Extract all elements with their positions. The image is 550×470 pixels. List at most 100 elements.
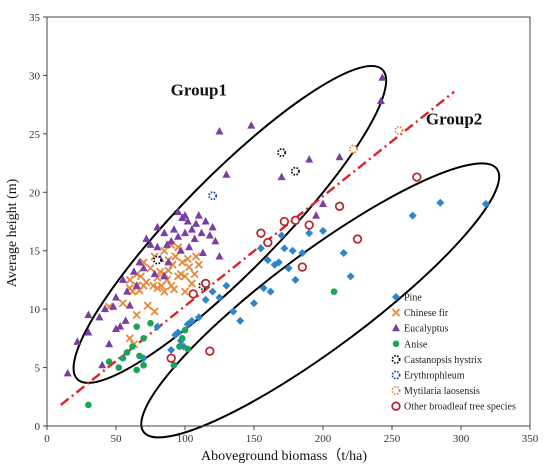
- data-point: [190, 269, 199, 279]
- data-point: [140, 361, 147, 369]
- data-point: [284, 264, 293, 273]
- group-ellipse: [140, 162, 501, 439]
- points-layer: [63, 73, 490, 409]
- data-point: [256, 244, 265, 253]
- axes-layer: 0 50 100 150 200 250 300 350 0 5 10 15 20 25 30 35: [29, 12, 539, 445]
- point-stroke: [171, 252, 180, 261]
- point-stroke: [149, 281, 158, 290]
- data-point: [391, 308, 401, 317]
- data-point: [160, 246, 169, 255]
- data-point: [330, 288, 338, 295]
- data-point: [178, 258, 187, 267]
- data-point: [277, 172, 286, 181]
- data-point: [187, 279, 197, 288]
- point-stroke: [153, 273, 162, 282]
- point-stroke: [132, 310, 141, 320]
- data-point: [222, 281, 231, 290]
- data-point: [174, 232, 183, 240]
- data-point: [188, 289, 198, 299]
- point-stroke: [136, 272, 145, 281]
- data-point: [142, 234, 151, 243]
- data-point: [191, 252, 201, 261]
- data-point: [174, 328, 183, 337]
- point-stroke: [162, 275, 172, 285]
- data-point: [274, 258, 283, 267]
- data-point: [298, 249, 307, 258]
- data-point: [187, 316, 196, 325]
- data-point: [259, 284, 268, 293]
- data-point: [305, 229, 314, 238]
- data-point: [140, 335, 147, 342]
- data-point: [392, 293, 400, 301]
- data-point: [391, 386, 401, 396]
- data-point: [250, 299, 258, 308]
- point-stroke: [180, 287, 190, 296]
- x-tick-label: 100: [177, 433, 194, 445]
- data-point: [129, 267, 138, 275]
- data-point: [222, 170, 231, 178]
- data-point: [378, 73, 387, 81]
- point-stroke: [178, 258, 187, 267]
- data-point: [215, 252, 224, 260]
- annotation-layer: Group1 Group2: [171, 80, 483, 128]
- data-point: [436, 198, 445, 207]
- x-tick-label: 350: [522, 433, 539, 445]
- data-point: [169, 285, 179, 294]
- data-point: [112, 292, 120, 301]
- data-point: [215, 127, 224, 135]
- point-stroke: [160, 287, 169, 296]
- data-point: [132, 310, 141, 320]
- point-stroke: [146, 264, 155, 273]
- group-label: Group2: [426, 110, 482, 129]
- series-eucalyptus: [63, 73, 387, 377]
- y-tick-label: 35: [29, 12, 41, 24]
- y-tick-label: 0: [35, 421, 41, 433]
- legend-label: Pine: [404, 293, 422, 304]
- data-point: [115, 364, 123, 371]
- data-point: [123, 287, 132, 295]
- data-point: [119, 354, 127, 362]
- data-point: [185, 262, 194, 272]
- data-point: [305, 155, 314, 163]
- data-point: [194, 313, 203, 322]
- x-tick-label: 250: [384, 433, 401, 445]
- data-point: [197, 228, 206, 237]
- data-point: [279, 216, 290, 227]
- data-point: [201, 217, 210, 225]
- data-point: [176, 246, 185, 254]
- y-tick-label: 30: [29, 70, 41, 82]
- data-point: [291, 275, 300, 284]
- data-point: [208, 287, 217, 296]
- data-point: [192, 219, 201, 227]
- data-point: [170, 361, 178, 369]
- data-point: [95, 312, 104, 321]
- data-point: [263, 237, 273, 248]
- y-tick-label: 5: [35, 363, 41, 375]
- data-point: [156, 267, 165, 276]
- data-point: [169, 225, 178, 233]
- data-point: [277, 231, 286, 240]
- data-point: [190, 234, 199, 243]
- data-point: [185, 242, 194, 251]
- data-point: [481, 199, 490, 208]
- data-point: [335, 152, 344, 161]
- data-point: [205, 231, 214, 239]
- series-pine: [139, 198, 490, 363]
- data-point: [392, 323, 400, 332]
- data-point: [208, 191, 218, 201]
- data-point: [132, 281, 141, 289]
- point-stroke: [143, 301, 152, 310]
- data-point: [125, 334, 134, 343]
- data-point: [63, 368, 72, 377]
- data-point: [174, 207, 183, 216]
- point-stroke: [187, 279, 197, 288]
- data-point: [211, 236, 220, 245]
- data-point: [181, 228, 189, 237]
- point-stroke: [153, 283, 162, 293]
- data-point: [167, 236, 176, 245]
- series-mytilaria-laosensis: [348, 125, 404, 154]
- point-stroke: [150, 252, 159, 261]
- group-ellipse: [72, 64, 388, 384]
